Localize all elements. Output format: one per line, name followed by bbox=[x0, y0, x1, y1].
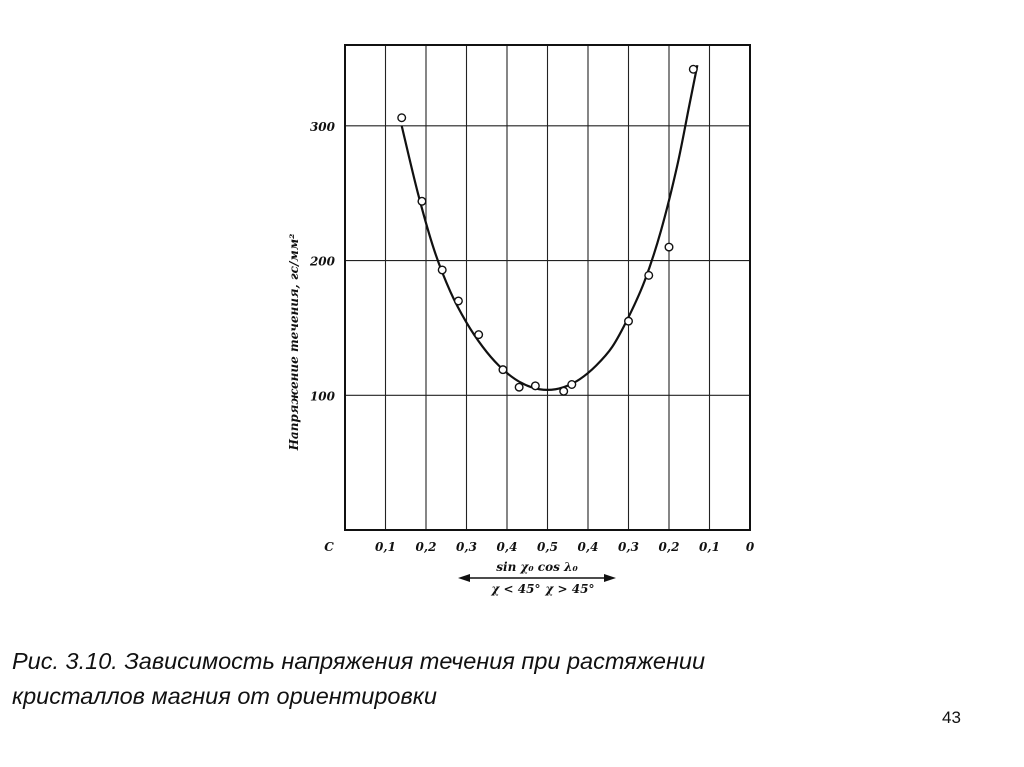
x-tick-label: 0,2 bbox=[659, 540, 680, 554]
data-point bbox=[474, 330, 484, 340]
x-tick-label: C bbox=[324, 540, 334, 554]
y-tick-label: 200 bbox=[309, 255, 336, 269]
x-axis-direction-arrows bbox=[458, 574, 616, 582]
data-points-layer bbox=[397, 64, 698, 396]
x-tick-label: 0,4 bbox=[497, 540, 518, 554]
x-tick-label: 0,2 bbox=[416, 540, 437, 554]
y-tick-label: 300 bbox=[310, 120, 336, 134]
data-point bbox=[437, 265, 447, 275]
x-tick-label: 0 bbox=[746, 540, 755, 554]
chart-grid bbox=[345, 45, 750, 530]
x-axis-label: sin χ₀ cos λ₀ bbox=[496, 560, 578, 574]
page-number: 43 bbox=[942, 708, 961, 727]
y-tick-label: 100 bbox=[310, 389, 336, 403]
figure-caption: Рис. 3.10. Зависимость напряжения течени… bbox=[12, 644, 972, 714]
flow-stress-chart: C 0,1 0,2 0,3 0,4 0,5 0,4 0,3 0,2 0,1 0 100 200 300 Н… bbox=[287, 44, 755, 596]
data-point bbox=[530, 381, 540, 391]
x-axis-right-condition: χ > 45° bbox=[544, 582, 594, 596]
x-tick-label: 0,1 bbox=[375, 540, 396, 554]
data-point bbox=[453, 296, 463, 306]
data-point bbox=[559, 386, 569, 396]
tick-labels: C 0,1 0,2 0,3 0,4 0,5 0,4 0,3 0,2 0,1 0 100 200 300 bbox=[309, 120, 755, 554]
x-tick-label: 0,3 bbox=[456, 540, 477, 554]
data-point bbox=[514, 382, 524, 392]
fit-curve-layer bbox=[400, 64, 699, 391]
x-tick-label: 0,5 bbox=[537, 540, 558, 554]
data-point bbox=[498, 365, 508, 375]
data-point bbox=[664, 242, 674, 252]
data-point bbox=[624, 316, 634, 326]
x-tick-label: 0,3 bbox=[618, 540, 639, 554]
caption-line-2: кристаллов магния от ориентировки bbox=[12, 683, 437, 709]
data-point bbox=[417, 196, 427, 206]
x-tick-label: 0,4 bbox=[578, 540, 599, 554]
x-tick-label: 0,1 bbox=[699, 540, 720, 554]
data-point bbox=[567, 380, 577, 390]
y-axis-label: Напряжение течения, гс/мм² bbox=[287, 234, 301, 452]
x-axis-left-condition: χ < 45° bbox=[490, 582, 540, 596]
data-point bbox=[688, 64, 698, 74]
data-point bbox=[397, 113, 407, 123]
data-point bbox=[644, 270, 654, 280]
caption-line-1: Рис. 3.10. Зависимость напряжения течени… bbox=[12, 648, 706, 674]
fit-curve bbox=[400, 64, 699, 391]
plot-frame bbox=[344, 44, 751, 531]
